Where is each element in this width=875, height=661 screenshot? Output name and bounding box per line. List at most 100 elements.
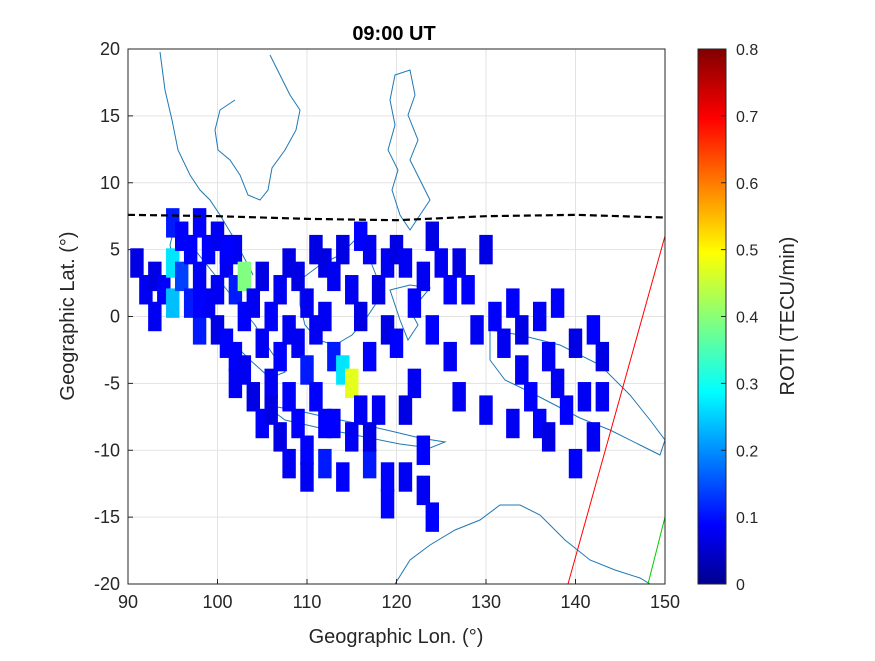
colorbar-tick-label: 0.4: [736, 310, 758, 327]
roti-cell: [586, 315, 601, 345]
roti-cell: [407, 368, 422, 399]
roti-cells: [130, 208, 610, 532]
roti-cell: [380, 462, 395, 492]
roti-cell: [416, 435, 431, 465]
y-tick-label: -15: [94, 507, 120, 527]
roti-cell: [246, 382, 261, 412]
roti-cell: [398, 248, 413, 278]
coastline-philippines: [387, 69, 431, 231]
y-tick-label: 15: [100, 106, 120, 126]
x-axis-label: Geographic Lon. (°): [309, 626, 484, 648]
roti-cell: [300, 288, 314, 318]
roti-cell: [130, 248, 144, 278]
roti-cell: [559, 395, 574, 425]
plot-area: [127, 48, 666, 585]
roti-cell: [506, 288, 520, 318]
x-tick-label: 110: [293, 592, 322, 612]
roti-cell: [192, 315, 207, 345]
roti-cell: [515, 355, 529, 385]
y-axis-label: Geographic Lat. (°): [57, 231, 79, 400]
roti-cell: [291, 328, 305, 358]
roti-cell: [398, 395, 413, 425]
roti-cell: [470, 315, 484, 345]
roti-cell: [461, 275, 475, 305]
roti-cell: [380, 489, 395, 519]
roti-cell: [550, 368, 565, 399]
coastline-vietnam: [214, 54, 301, 201]
roti-cell: [192, 288, 207, 318]
colorbar-tick-label: 0.7: [736, 109, 758, 126]
roti-cell: [192, 261, 207, 292]
y-tick-label: 0: [110, 307, 120, 327]
x-axis-ticks: 90 100 110 120 130 140 150: [118, 579, 680, 612]
roti-cell: [192, 208, 207, 238]
magnetic-equator-line: [127, 213, 666, 222]
roti-cell: [166, 288, 180, 318]
roti-cell: [291, 261, 305, 292]
roti-cell: [479, 395, 493, 425]
colorbar-tick-label: 0.8: [736, 42, 758, 59]
roti-cell: [443, 275, 457, 305]
roti-cell: [389, 328, 404, 358]
roti-cell: [273, 422, 287, 452]
roti-cell: [452, 382, 466, 412]
roti-cell: [273, 275, 287, 305]
y-tick-label: -5: [104, 373, 120, 393]
colorbar-ticks: 0.8 0.7 0.6 0.5 0.4 0.3 0.2 0.1 0: [721, 42, 758, 594]
roti-cell: [309, 382, 323, 412]
coastline-australia: [394, 504, 651, 584]
roti-cell: [282, 448, 296, 479]
roti-cell: [479, 234, 493, 265]
roti-cell: [237, 261, 252, 292]
roti-cell: [416, 475, 431, 506]
roti-cell: [353, 301, 368, 332]
roti-cell: [318, 448, 332, 479]
colorbar: 0.8 0.7 0.6 0.5 0.4 0.3 0.2 0.1 0 ROTI (TECU/min…: [697, 42, 799, 594]
y-tick-label: -10: [94, 440, 120, 460]
x-tick-label: 120: [381, 592, 411, 612]
x-tick-label: 140: [560, 592, 590, 612]
roti-cell: [336, 234, 350, 265]
roti-cell: [362, 422, 377, 452]
roti-cell: [300, 435, 314, 465]
roti-cell: [568, 448, 583, 479]
roti-cell: [219, 234, 234, 265]
roti-cell: [336, 462, 350, 492]
roti-cell: [532, 301, 547, 332]
roti-cell: [371, 395, 386, 425]
roti-cell: [282, 382, 296, 412]
roti-cell: [273, 341, 287, 372]
colorbar-tick-label: 0.5: [736, 243, 758, 260]
roti-cell: [398, 462, 413, 492]
colorbar-tick-label: 0: [736, 577, 745, 594]
roti-cell: [524, 382, 538, 412]
roti-cell: [246, 288, 261, 318]
roti-cell: [174, 261, 189, 292]
roti-cell: [362, 341, 377, 372]
roti-cell: [291, 408, 305, 439]
x-tick-label: 150: [650, 592, 680, 612]
roti-cell: [362, 448, 377, 479]
roti-cell: [264, 395, 278, 425]
roti-cell: [452, 248, 466, 278]
roti-cell: [595, 341, 610, 372]
roti-cell: [345, 422, 359, 452]
colorbar-tick-label: 0.6: [736, 176, 758, 193]
colorbar-label: ROTI (TECU/min): [777, 237, 799, 396]
roti-cell: [318, 408, 332, 439]
roti-cell: [327, 261, 341, 292]
roti-cell: [210, 275, 225, 305]
roti-cell: [506, 408, 520, 439]
roti-cell: [318, 301, 332, 332]
roti-cell: [497, 328, 511, 358]
roti-cell: [264, 368, 278, 399]
roti-cell: [345, 368, 359, 399]
roti-cell: [515, 315, 529, 345]
roti-cell: [407, 288, 422, 318]
colorbar-tick-label: 0.2: [736, 443, 758, 460]
colorbar-tick-label: 0.1: [736, 510, 758, 527]
x-tick-label: 100: [202, 592, 232, 612]
y-tick-label: 5: [110, 240, 120, 260]
roti-cell: [434, 248, 448, 278]
